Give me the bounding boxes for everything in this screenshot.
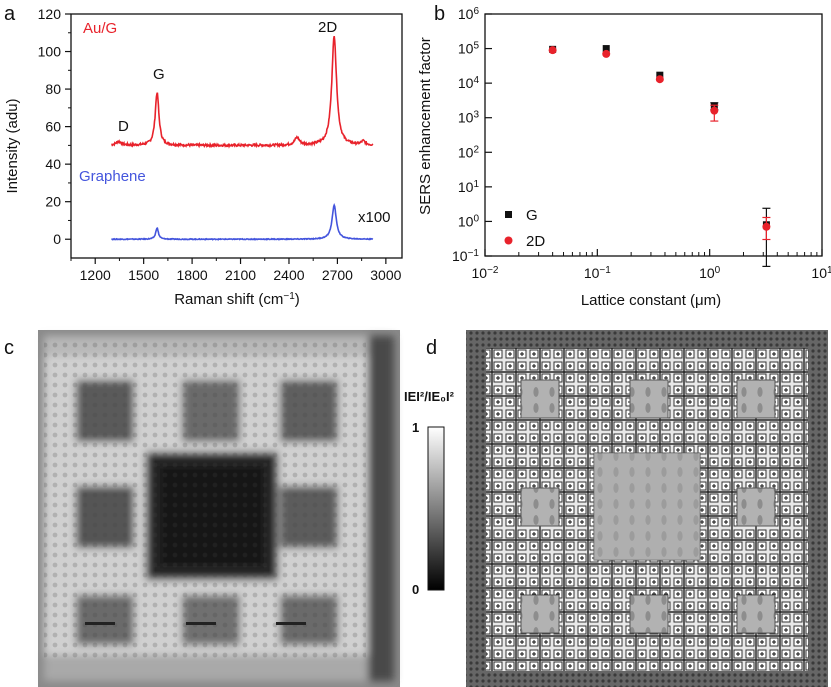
x-tick-label-b: 100 <box>699 265 721 282</box>
colorbar-gradient <box>427 426 445 591</box>
y-tick-label-a: 20 <box>45 194 61 210</box>
x-tick-label-b: 10−1 <box>584 265 611 282</box>
y-tick-label-b: 104 <box>458 75 480 92</box>
y-tick-label-a: 40 <box>45 156 61 172</box>
y-tick-label-b: 102 <box>458 144 480 161</box>
panel-label-a: a <box>4 3 16 25</box>
y-tick-label-b: 10−1 <box>452 248 479 265</box>
colorbar: IEI²/IE₀I² 1 0 <box>404 389 455 597</box>
legend-marker-2d <box>504 236 513 245</box>
y-axis-label-a: Intensity (adu) <box>4 98 21 193</box>
data-point-g <box>602 45 610 53</box>
data-point-2d <box>602 49 611 58</box>
fractal-structure-image <box>466 330 828 687</box>
dark-bar <box>276 622 306 625</box>
series-label-au-g: Au/G <box>83 20 117 37</box>
colorbar-max-label: 1 <box>412 420 419 435</box>
y-tick-label-b: 101 <box>458 178 480 195</box>
data-point-g <box>656 71 664 79</box>
colorbar-min-label: 0 <box>412 582 419 597</box>
field-map-texture <box>44 340 366 660</box>
x-tick-label-a: 1200 <box>80 267 111 283</box>
data-point-2d <box>655 75 664 84</box>
spectrum-line-graphene <box>110 202 374 241</box>
axis-ticks-a: 1200 1500 1800 2100 2400 2700 3000 0 20 40 60 80 100… <box>38 6 402 283</box>
y-axis-label-b: SERS enhancement factor <box>417 37 434 215</box>
y-tick-label-a: 120 <box>38 6 62 22</box>
x-tick-label-a: 3000 <box>370 267 401 283</box>
dark-bar <box>186 622 216 625</box>
x-tick-label-a: 2400 <box>273 267 304 283</box>
series-label-graphene: Graphene <box>79 168 146 185</box>
x-axis-label-b: Lattice constant (μm) <box>581 292 721 309</box>
data-point-2d <box>548 46 557 55</box>
field-intensity-map <box>38 330 400 687</box>
plot-frame-b <box>484 13 823 257</box>
x-tick-label-a: 1500 <box>128 267 159 283</box>
panel-label-d: d <box>426 337 437 359</box>
y-tick-label-b: 106 <box>458 6 480 23</box>
plot-frame-a <box>70 13 403 259</box>
y-tick-label-a: 60 <box>45 119 61 135</box>
y-tick-label-b: 100 <box>458 213 480 230</box>
x-tick-label-b: 101 <box>811 265 831 282</box>
x-tick-label-a: 1800 <box>177 267 208 283</box>
colorbar-label: IEI²/IE₀I² <box>404 389 455 404</box>
y-tick-label-b: 103 <box>458 109 480 126</box>
x-tick-label-a: 2100 <box>225 267 256 283</box>
x-tick-label-b: 10−2 <box>472 265 499 282</box>
dark-bar <box>85 622 115 625</box>
peak-label-d: D <box>118 118 129 135</box>
fractal-central-hole-texture <box>594 453 700 560</box>
x-tick-label-a: 2700 <box>322 267 353 283</box>
peak-label-2d: 2D <box>318 19 337 36</box>
y-tick-label-b: 105 <box>458 40 480 57</box>
y-tick-label-a: 80 <box>45 81 61 97</box>
data-points-b <box>548 45 771 268</box>
raman-spectra-chart: 1200 1500 1800 2100 2400 2700 3000 0 20 40 60 80 100… <box>4 6 403 309</box>
y-tick-label-a: 0 <box>53 231 61 247</box>
spectrum-lines <box>110 35 374 241</box>
fractal-secondary-holes <box>520 379 776 634</box>
spectrum-line-au-g <box>111 35 374 149</box>
scale-label-x100: x100 <box>358 209 391 226</box>
peak-label-g: G <box>153 66 165 83</box>
legend-label-2d: 2D <box>526 233 545 250</box>
panel-label-c: c <box>4 337 14 359</box>
legend-marker-g <box>505 211 512 218</box>
data-point-2d <box>710 106 719 115</box>
data-point-2d <box>762 222 771 231</box>
x-axis-label-a: Raman shift (cm−1) <box>174 291 300 309</box>
legend-label-g: G <box>526 207 538 224</box>
panel-label-b: b <box>434 3 445 25</box>
y-tick-label-a: 100 <box>38 44 62 60</box>
sers-enhancement-chart: 10−2 10−1 100 10110−1100101102103104105106 … <box>417 6 831 310</box>
